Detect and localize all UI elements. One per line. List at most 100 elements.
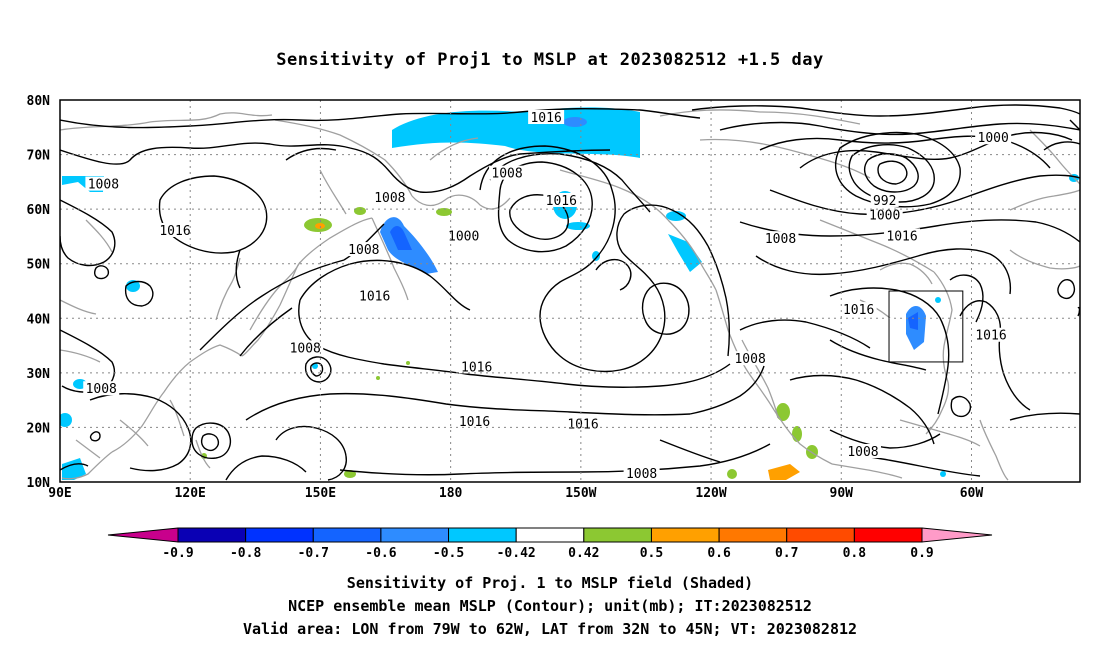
- contour-label-bg: [456, 413, 493, 428]
- contour-label: 1016: [359, 289, 390, 304]
- contour-label: 1008: [765, 232, 796, 247]
- colorbar-label: 0.6: [707, 546, 731, 561]
- contour-label-bg: [356, 288, 393, 303]
- contour-label-bg: [975, 130, 1012, 145]
- colorbar-label: -0.7: [298, 546, 329, 561]
- colorbar-label: -0.6: [365, 546, 396, 561]
- shade-bering-green: [436, 208, 452, 216]
- contour-label: 1000: [869, 209, 900, 224]
- shade-arctic-core: [563, 117, 587, 127]
- caption-line-1: Sensitivity of Proj. 1 to MSLP field (Sh…: [346, 574, 754, 592]
- shade-gulf-alaska: [666, 211, 686, 221]
- contour-label-bg: [445, 228, 482, 243]
- shade-small-green-2: [376, 376, 380, 380]
- contour-label: 1008: [626, 467, 657, 482]
- contour-label: 1008: [348, 243, 379, 258]
- caption-line-2: NCEP ensemble mean MSLP (Contour); unit(…: [288, 597, 812, 615]
- shade-mexico-green-1: [776, 403, 790, 421]
- contour-label-bg: [623, 465, 660, 480]
- contour-label: 1016: [461, 360, 492, 375]
- shade-mexico-green-2: [792, 426, 802, 442]
- contour-label-bg: [732, 351, 769, 366]
- colorbar-label: 0.8: [843, 546, 867, 561]
- contour-label-bg: [844, 443, 881, 458]
- lat-tick-label: 40N: [27, 312, 51, 327]
- colorbar-swatch: [380, 527, 450, 543]
- map-frame: [59, 99, 1081, 483]
- contour-label: 1016: [530, 111, 561, 126]
- contour-label: 1016: [843, 303, 874, 318]
- contour-label: 1000: [448, 229, 479, 244]
- contour-label: 1008: [86, 382, 117, 397]
- lat-tick-label: 10N: [27, 476, 51, 491]
- lon-tick-label: 90E: [48, 486, 71, 501]
- contour-label-bg: [83, 381, 120, 396]
- lat-tick-label: 70N: [27, 149, 51, 164]
- colorbar-swatch: [515, 527, 585, 543]
- map-title: Sensitivity of Proj1 to MSLP at 20230825…: [276, 50, 824, 70]
- shade-kamchatka-core: [390, 226, 412, 250]
- lon-tick-label: 120W: [695, 486, 726, 501]
- contour-label-bg: [458, 359, 495, 374]
- shade-central-am-green: [727, 469, 737, 479]
- colorbar-swatch: [786, 527, 855, 543]
- colorbar-label: -0.9: [162, 546, 193, 561]
- contour-label-bg: [866, 207, 903, 222]
- contour-label: 1016: [546, 194, 577, 209]
- colorbar-label: 0.42: [568, 546, 599, 561]
- contour-label: 1008: [847, 445, 878, 460]
- contour-label-bg: [528, 110, 565, 125]
- shade-small-blue-3: [940, 471, 946, 477]
- colorbar-swatch: [448, 527, 517, 543]
- colorbar-label: 0.9: [910, 546, 933, 561]
- colorbar-label: -0.42: [497, 546, 536, 561]
- contour-label-bg: [973, 327, 1010, 342]
- contour-label: 1008: [88, 178, 119, 193]
- colorbar-swatch: [718, 527, 788, 543]
- lon-tick-label: 180: [439, 486, 463, 501]
- lon-tick-label: 150E: [305, 486, 336, 501]
- lon-tick-label: 90W: [830, 486, 854, 501]
- shade-us-east-coast-core: [908, 312, 918, 330]
- contour-label: 1008: [290, 341, 321, 356]
- colorbar-swatch: [853, 527, 923, 543]
- contour-label: 1016: [567, 418, 598, 433]
- colorbar-label: -0.5: [433, 546, 464, 561]
- lon-tick-label: 120E: [175, 486, 206, 501]
- contour-label-bg: [489, 165, 526, 180]
- colorbar-right-arrow: [921, 527, 993, 543]
- shade-small-blue: [935, 297, 941, 303]
- contour-label: 1016: [459, 415, 490, 430]
- contour-label-bg: [762, 231, 799, 246]
- contour-label: 1016: [975, 329, 1006, 344]
- mslp-contours: [60, 104, 1080, 481]
- contour-label: 1008: [374, 191, 405, 206]
- shade-mexico-orange: [768, 464, 800, 480]
- valid-area-box: [888, 290, 964, 363]
- contour-label-bg: [543, 192, 580, 207]
- lat-tick-label: 60N: [27, 203, 51, 218]
- contour-label: 1016: [886, 229, 917, 244]
- caption-line-3: Valid area: LON from 79W to 62W, LAT fro…: [242, 620, 858, 638]
- shade-aleutian: [566, 222, 590, 230]
- shade-alaska: [668, 234, 702, 272]
- colorbar-swatch: [312, 527, 382, 543]
- contour-label-bg: [870, 192, 899, 207]
- colorbar-swatch: [583, 527, 652, 543]
- shade-kamchatka-green: [354, 207, 366, 215]
- contour-label: 1008: [734, 352, 765, 367]
- lon-tick-label: 150W: [565, 486, 596, 501]
- contour-label-bg: [884, 228, 921, 243]
- shade-pacific-1: [592, 251, 600, 261]
- colorbar-swatch: [177, 527, 247, 543]
- shade-small-green: [406, 361, 410, 365]
- contour-label-bg: [85, 176, 122, 191]
- lat-tick-label: 80N: [27, 94, 51, 109]
- lat-tick-label: 30N: [27, 367, 51, 382]
- colorbar-swatch: [245, 527, 314, 543]
- contour-label-bg: [345, 242, 382, 257]
- shade-small-green-4: [344, 470, 356, 478]
- contour-label-layer: 1016100810009921000100810161008100810161…: [83, 110, 1012, 482]
- contour-label-bg: [565, 416, 602, 431]
